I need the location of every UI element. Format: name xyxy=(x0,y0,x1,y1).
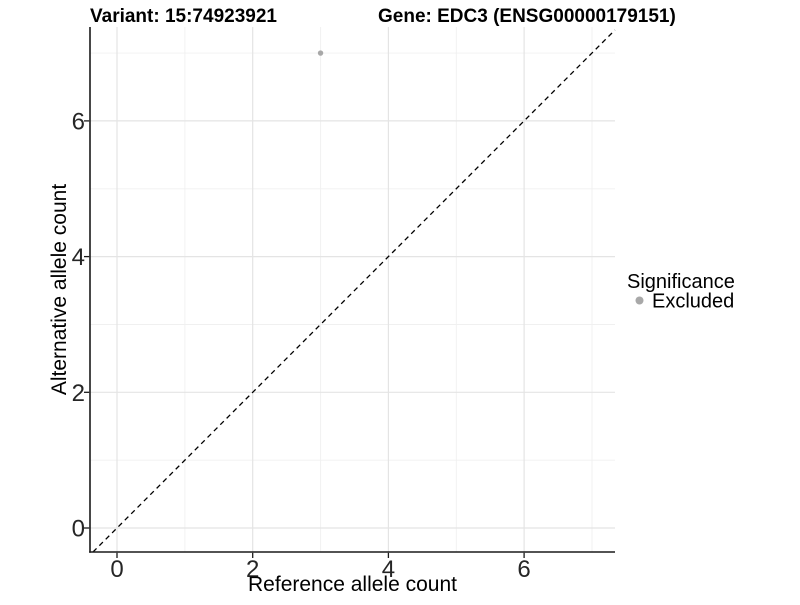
y-tick-6: 6 xyxy=(72,108,85,135)
legend-item-excluded: Excluded xyxy=(652,291,734,313)
x-tick-labels: 0 2 4 6 xyxy=(110,556,530,583)
plot-panel xyxy=(90,27,616,553)
tick-marks xyxy=(84,120,525,558)
x-axis-title: Reference allele count xyxy=(248,573,457,596)
plot-title-gene: Gene: EDC3 (ENSG00000179151) xyxy=(378,6,676,27)
legend: Significance Excluded xyxy=(627,271,735,313)
y-tick-2: 2 xyxy=(72,380,85,407)
data-point-excluded xyxy=(317,50,324,56)
major-gridlines xyxy=(90,27,615,552)
y-tick-4: 4 xyxy=(72,244,85,271)
axis-lines xyxy=(89,27,615,553)
plot-title-variant: Variant: 15:74923921 xyxy=(90,6,277,27)
minor-gridlines xyxy=(90,27,615,552)
legend-title: Significance xyxy=(627,271,735,293)
panel-background xyxy=(90,27,615,552)
y-tick-0: 0 xyxy=(72,516,85,543)
legend-key-dot xyxy=(635,296,644,305)
y-tick-labels: 0 2 4 6 xyxy=(72,108,85,542)
identity-reference-line xyxy=(92,29,616,553)
x-tick-0: 0 xyxy=(110,556,123,583)
y-axis-title: Alternative allele count xyxy=(48,184,71,395)
x-tick-6: 6 xyxy=(517,556,530,583)
x-tick-2: 2 xyxy=(246,556,259,583)
x-tick-4: 4 xyxy=(382,556,395,583)
